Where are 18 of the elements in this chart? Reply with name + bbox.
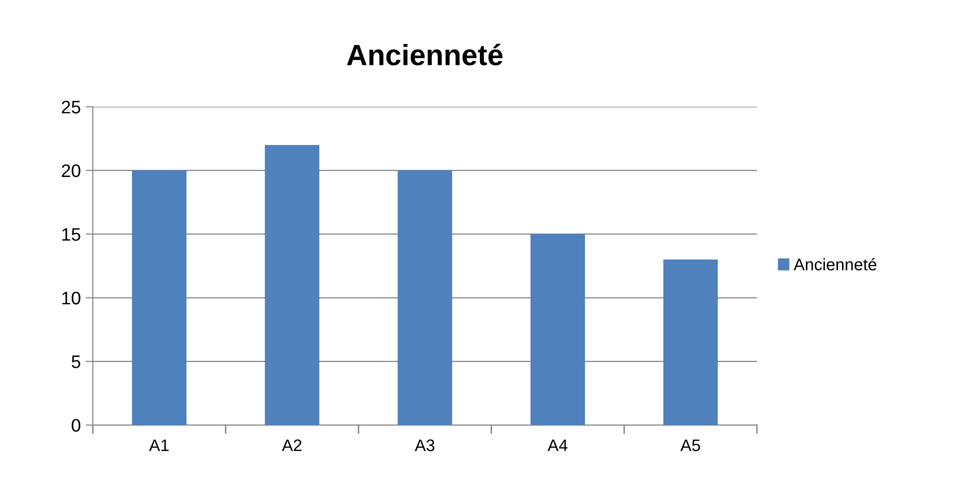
x-tick-label: A3 [414,439,434,452]
legend-label: Ancienneté [794,258,876,270]
y-tick-label: 5 [72,356,80,368]
x-tick-label: A5 [680,440,700,452]
bar [530,234,585,426]
bar [663,260,718,426]
y-tick-label: 25 [62,100,80,114]
chart-title: Ancienneté [347,44,503,66]
x-tick-label: A2 [282,439,302,452]
bar [132,170,186,426]
x-tick-label: A4 [548,440,568,452]
bar [398,170,452,426]
x-tick-label: A1 [149,440,169,452]
bar [264,144,320,426]
y-tick-label: 10 [62,292,80,304]
y-tick-label: 20 [62,164,80,178]
y-tick-label: 0 [72,419,80,432]
y-tick-label: 15 [62,228,80,241]
